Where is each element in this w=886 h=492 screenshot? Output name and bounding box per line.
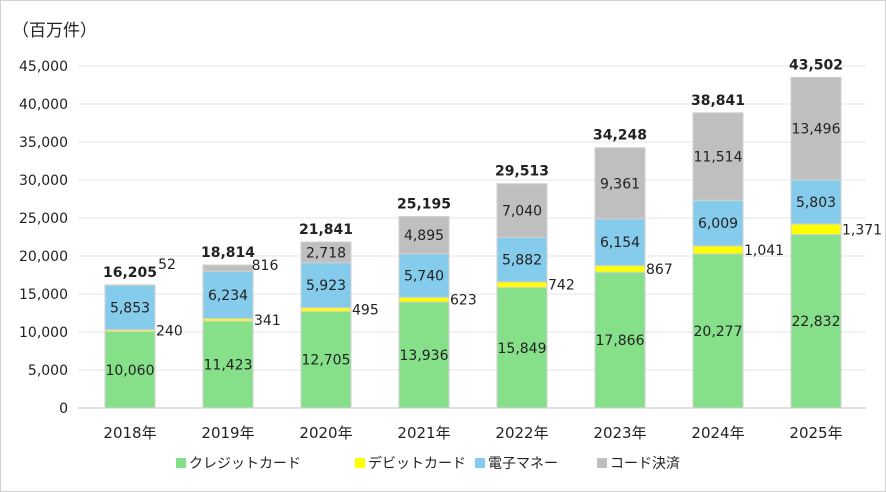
y-tick-label: 45,000 <box>19 59 68 75</box>
data-label: 1,041 <box>744 243 784 259</box>
data-label: 5,853 <box>110 300 150 316</box>
data-label: 623 <box>450 293 477 309</box>
data-label: 5,923 <box>306 278 346 294</box>
bar-segment <box>594 265 646 273</box>
bar-segment <box>692 253 744 409</box>
x-tick-label: 2022年 <box>495 424 548 442</box>
bar-segment <box>790 223 842 235</box>
bar-segment <box>790 233 842 409</box>
data-label: 1,371 <box>842 222 882 238</box>
data-label: 13,936 <box>400 348 449 364</box>
bar-segment <box>300 307 352 312</box>
bar-segment <box>202 270 254 320</box>
data-label: 6,234 <box>208 288 248 304</box>
data-label: 20,277 <box>694 324 743 340</box>
y-tick-label: 5,000 <box>28 363 68 379</box>
y-tick-label: 30,000 <box>19 173 68 189</box>
y-tick-label: 10,000 <box>19 325 68 341</box>
legend-swatch <box>176 458 186 468</box>
bar-segment <box>300 241 352 264</box>
y-tick-label: 25,000 <box>19 211 68 227</box>
data-label: 816 <box>252 258 279 274</box>
bar-segment <box>692 199 744 247</box>
data-label: 5,740 <box>404 269 444 285</box>
data-label: 52 <box>158 257 176 273</box>
legend-label: クレジットカード <box>189 456 301 472</box>
legend-swatch <box>475 458 485 468</box>
data-label: 12,705 <box>302 353 351 369</box>
legend-label: コード決済 <box>610 456 680 472</box>
bar-segment <box>398 296 450 303</box>
data-label: 867 <box>646 262 673 278</box>
data-label: 5,882 <box>502 253 542 269</box>
data-label: 495 <box>352 303 379 319</box>
y-tick-label: 20,000 <box>19 249 68 265</box>
bar-segment <box>594 218 646 267</box>
data-label: 5,803 <box>796 195 836 211</box>
bar-segment <box>790 76 842 181</box>
data-label: 11,514 <box>694 150 743 166</box>
bar-segment <box>202 320 254 409</box>
x-tick-label: 2025年 <box>789 424 842 442</box>
total-label: 29,513 <box>495 164 549 180</box>
data-label: 341 <box>254 313 281 329</box>
data-label: 9,361 <box>600 176 640 192</box>
bar-segment <box>202 264 254 272</box>
bar-segment <box>496 287 548 409</box>
total-label: 34,248 <box>593 128 647 144</box>
unit-label: （百万件） <box>12 21 97 41</box>
y-tick-label: 35,000 <box>19 135 68 151</box>
total-label: 21,841 <box>299 222 353 238</box>
bar-segment <box>398 216 450 255</box>
data-label: 4,895 <box>404 228 444 244</box>
data-label: 22,832 <box>792 314 841 330</box>
y-tick-label: 15,000 <box>19 287 68 303</box>
data-label: 6,154 <box>600 235 640 251</box>
total-label: 16,205 <box>103 265 157 281</box>
legend-label: デビットカード <box>368 455 466 472</box>
legend-label: 電子マネー <box>488 456 558 472</box>
bar-segment <box>104 284 156 331</box>
bar-segment <box>594 147 646 220</box>
bar-segment <box>692 245 744 255</box>
bar-segment <box>398 253 450 298</box>
data-label: 7,040 <box>502 203 542 219</box>
data-label: 6,009 <box>698 216 738 232</box>
bar-segment <box>300 310 352 409</box>
bar-segment <box>104 331 156 409</box>
bar-segment <box>300 262 352 309</box>
data-label: 2,718 <box>306 245 346 261</box>
bar-segment <box>496 183 548 238</box>
y-tick-label: 40,000 <box>19 97 68 113</box>
total-label: 38,841 <box>691 93 745 109</box>
data-label: 10,060 <box>106 363 155 379</box>
data-label: 17,866 <box>596 333 645 349</box>
bar-segment <box>594 271 646 409</box>
total-label: 25,195 <box>397 197 451 213</box>
x-tick-label: 2023年 <box>593 424 646 442</box>
x-tick-label: 2021年 <box>397 424 450 442</box>
total-label: 18,814 <box>201 245 255 261</box>
y-tick-label: 0 <box>59 401 68 417</box>
x-tick-label: 2019年 <box>201 424 254 442</box>
bar-segment <box>790 179 842 225</box>
data-label: 11,423 <box>204 358 253 374</box>
data-label: 13,496 <box>792 122 841 138</box>
total-label: 43,502 <box>789 57 843 73</box>
data-label: 742 <box>548 278 575 294</box>
x-tick-label: 2020年 <box>299 424 352 442</box>
legend-swatch <box>355 458 365 468</box>
x-tick-label: 2024年 <box>691 424 744 442</box>
data-label: 15,849 <box>498 341 547 357</box>
x-tick-label: 2018年 <box>103 424 156 442</box>
bar-segment <box>398 301 450 409</box>
bar-segment <box>496 281 548 289</box>
data-label: 240 <box>156 324 183 340</box>
bar-segment <box>692 112 744 201</box>
legend-swatch <box>597 458 607 468</box>
